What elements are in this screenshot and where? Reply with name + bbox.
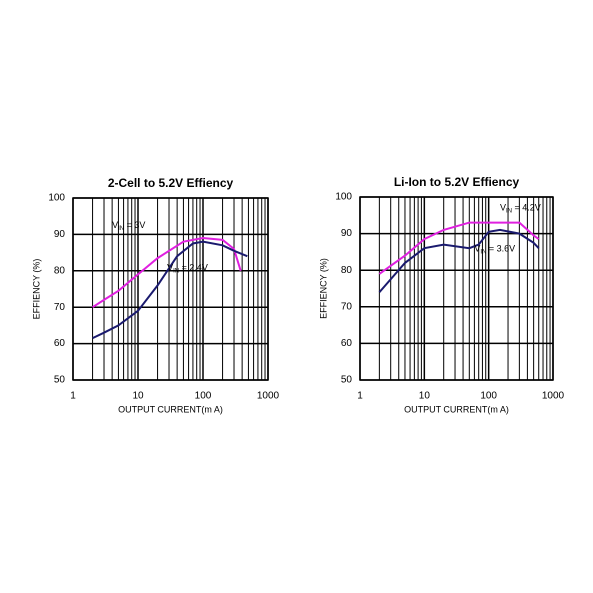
y-tick-label: 60 xyxy=(54,338,66,349)
line-series xyxy=(92,240,248,340)
y-tick-label: 80 xyxy=(54,265,66,276)
annotation-symbol: V xyxy=(112,220,118,230)
annotation-text: = 3V xyxy=(124,220,145,230)
x-tick-label: 10 xyxy=(132,391,144,402)
annotation-subscript: IN xyxy=(173,268,179,274)
plot-frame xyxy=(359,196,554,381)
chart-title: Li-Ion to 5.2V Effiency xyxy=(394,175,520,189)
y-tick-label: 100 xyxy=(335,192,352,203)
x-tick-label: 1 xyxy=(70,391,76,402)
x-axis-label: OUTPUT CURRENT(m A) xyxy=(404,404,509,414)
x-tick-label: 1 xyxy=(357,391,363,402)
y-axis-label: EFFIENCY (%) xyxy=(31,259,41,320)
x-tick-label: 10 xyxy=(419,391,431,402)
annotation-text: = 2.4V xyxy=(179,263,208,273)
annotation-text: = 4.2V xyxy=(512,203,541,213)
annotation-symbol: V xyxy=(500,203,506,213)
annotation-subscript: IN xyxy=(506,208,512,214)
annotation: VIN = 4.2V xyxy=(500,203,541,214)
annotation-symbol: V xyxy=(474,244,480,254)
x-tick-label: 100 xyxy=(480,391,497,402)
y-tick-label: 70 xyxy=(54,302,66,313)
y-tick-label: 80 xyxy=(341,265,353,276)
annotation-subscript: IN xyxy=(118,226,124,232)
line-series xyxy=(92,236,242,309)
y-tick-label: 60 xyxy=(341,338,353,349)
x-axis-label: OUTPUT CURRENT(m A) xyxy=(118,404,223,414)
annotation-subscript: IN xyxy=(480,249,486,255)
y-tick-label: 90 xyxy=(341,228,353,239)
y-tick-label: 90 xyxy=(54,229,66,240)
y-tick-label: 50 xyxy=(341,375,353,386)
annotation-symbol: V xyxy=(167,263,173,273)
line-series xyxy=(378,221,540,275)
y-tick-label: 70 xyxy=(341,301,353,312)
x-tick-label: 1000 xyxy=(257,391,280,402)
x-tick-label: 1000 xyxy=(542,391,565,402)
line-series xyxy=(378,228,540,293)
y-axis-label: EFFIENCY (%) xyxy=(318,258,328,319)
annotation-text: = 3.6V xyxy=(486,244,515,254)
annotation: VIN = 3.6V xyxy=(474,244,515,255)
annotation: VIN = 3V xyxy=(112,220,145,231)
plot-frame xyxy=(72,197,269,381)
y-tick-label: 50 xyxy=(54,375,66,386)
y-tick-label: 100 xyxy=(48,193,65,204)
annotation: VIN = 2.4V xyxy=(167,263,208,274)
x-tick-label: 100 xyxy=(195,391,212,402)
chart-title: 2-Cell to 5.2V Effiency xyxy=(108,176,234,190)
